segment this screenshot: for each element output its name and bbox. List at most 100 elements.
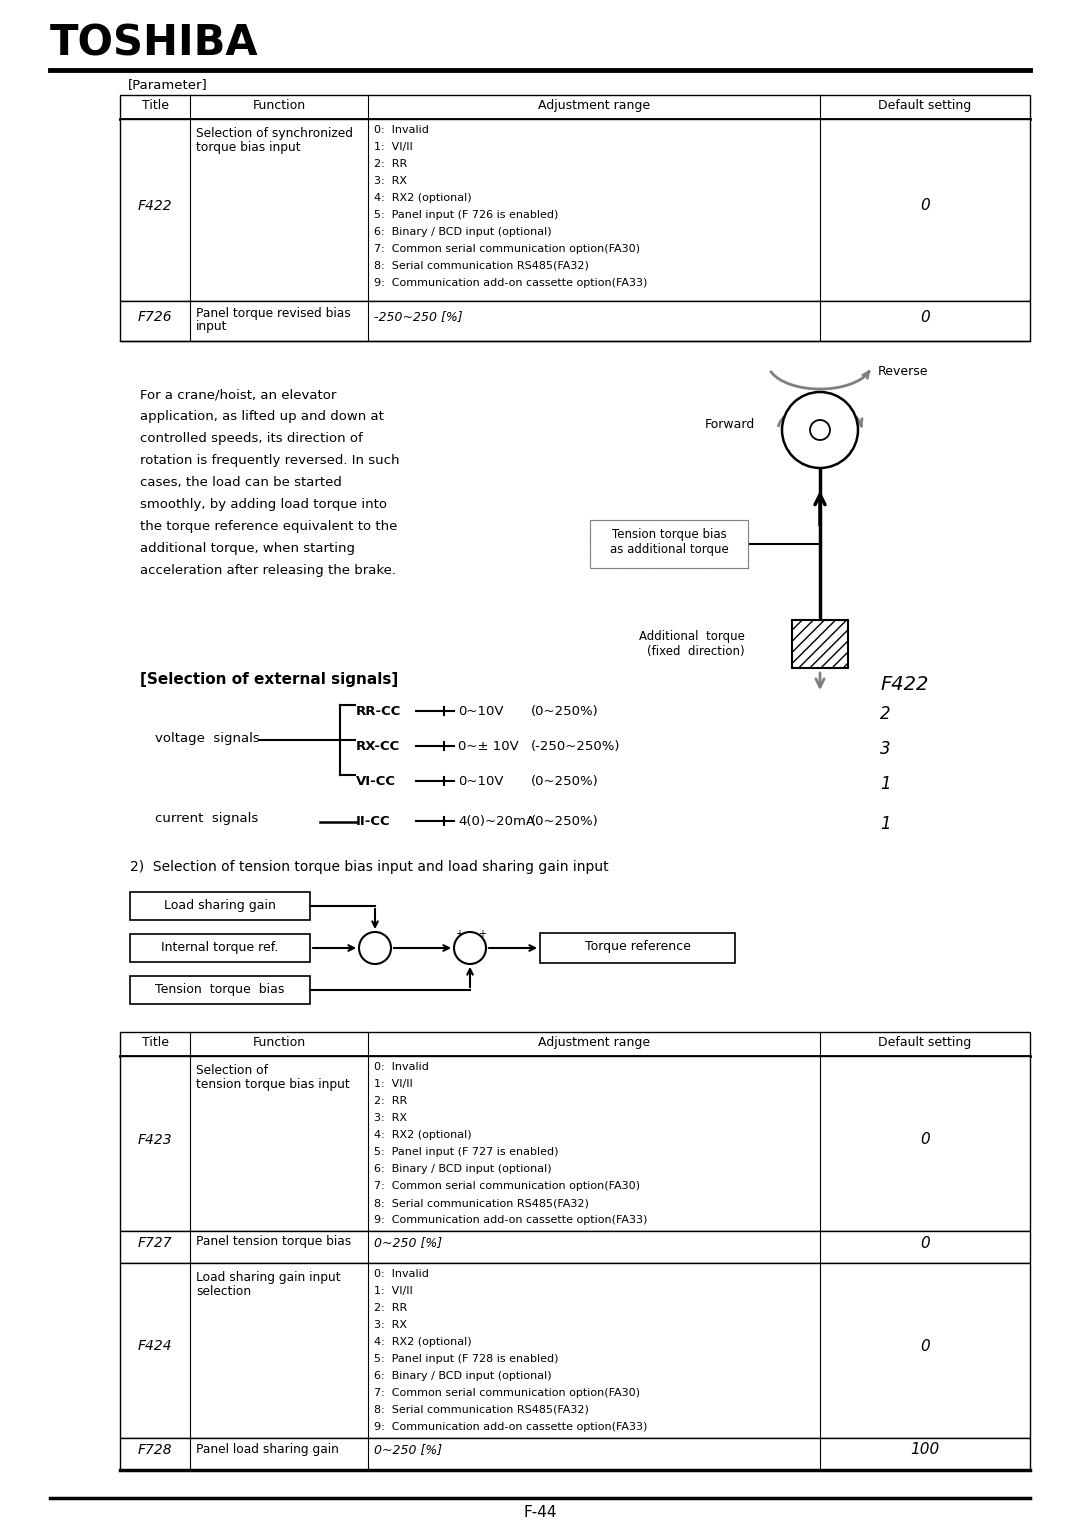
Text: 7:  Common serial communication option(FA30): 7: Common serial communication option(FA…	[374, 1388, 640, 1399]
Text: Function: Function	[253, 1035, 306, 1049]
Circle shape	[782, 392, 858, 467]
Text: 4:  RX2 (optional): 4: RX2 (optional)	[374, 192, 472, 203]
Text: (0~250%): (0~250%)	[531, 776, 598, 788]
Text: acceleration after releasing the brake.: acceleration after releasing the brake.	[140, 563, 396, 577]
Bar	[120, 1057, 1030, 1231]
Text: tension torque bias input: tension torque bias input	[195, 1078, 350, 1090]
Bar	[540, 933, 735, 964]
Text: -250~250 [%]: -250~250 [%]	[374, 310, 462, 324]
Text: (0~250%): (0~250%)	[531, 815, 598, 828]
Bar	[120, 119, 1030, 301]
Text: 100: 100	[910, 1443, 940, 1457]
Bar	[130, 935, 310, 962]
Text: 6:  Binary / BCD input (optional): 6: Binary / BCD input (optional)	[374, 228, 552, 237]
Text: F422: F422	[880, 675, 929, 693]
Text: 6:  Binary / BCD input (optional): 6: Binary / BCD input (optional)	[374, 1371, 552, 1380]
Text: +: +	[455, 928, 463, 939]
Text: F422: F422	[137, 199, 173, 212]
Text: 0:  Invalid: 0: Invalid	[374, 125, 429, 134]
Text: Panel torque revised bias: Panel torque revised bias	[195, 307, 351, 321]
Text: Tension  torque  bias: Tension torque bias	[156, 983, 285, 996]
Text: 2:  RR: 2: RR	[374, 1096, 407, 1106]
Text: Title: Title	[141, 1035, 168, 1049]
Text: F424: F424	[137, 1339, 173, 1353]
Text: Selection of synchronized: Selection of synchronized	[195, 127, 353, 140]
Text: 3: 3	[880, 741, 891, 757]
Text: Forward: Forward	[705, 418, 755, 432]
Text: Additional  torque: Additional torque	[639, 631, 745, 643]
Text: 8:  Serial communication RS485(FA32): 8: Serial communication RS485(FA32)	[374, 1405, 589, 1416]
Text: 3:  RX: 3: RX	[374, 1113, 407, 1122]
Text: 3:  RX: 3: RX	[374, 1319, 407, 1330]
Text: Adjustment range: Adjustment range	[538, 1035, 650, 1049]
Text: Load sharing gain input: Load sharing gain input	[195, 1270, 340, 1284]
Text: Load sharing gain: Load sharing gain	[164, 899, 275, 912]
Text: Default setting: Default setting	[878, 1035, 972, 1049]
Text: 9:  Communication add-on cassette option(FA33): 9: Communication add-on cassette option(…	[374, 1215, 647, 1225]
Text: selection: selection	[195, 1286, 252, 1298]
Circle shape	[359, 931, 391, 964]
Text: RR-CC: RR-CC	[356, 705, 402, 718]
Bar	[120, 95, 1030, 119]
Text: (-250~250%): (-250~250%)	[531, 741, 621, 753]
Text: 2:  RR: 2: RR	[374, 1303, 407, 1313]
Text: TOSHIBA: TOSHIBA	[50, 21, 258, 64]
Text: Function: Function	[253, 99, 306, 111]
Text: smoothly, by adding load torque into: smoothly, by adding load torque into	[140, 498, 387, 512]
Text: +: +	[462, 938, 477, 954]
Text: 0~10V: 0~10V	[458, 776, 503, 788]
Text: 4:  RX2 (optional): 4: RX2 (optional)	[374, 1338, 472, 1347]
Text: Internal torque ref.: Internal torque ref.	[161, 941, 279, 954]
Text: (0~250%): (0~250%)	[531, 705, 598, 718]
Bar	[590, 521, 748, 568]
Text: additional torque, when starting: additional torque, when starting	[140, 542, 355, 554]
Text: controlled speeds, its direction of: controlled speeds, its direction of	[140, 432, 363, 444]
Text: current  signals: current signals	[156, 812, 258, 825]
Text: Adjustment range: Adjustment range	[538, 99, 650, 111]
Text: 4(0)~20mA: 4(0)~20mA	[458, 815, 535, 828]
Bar	[590, 521, 748, 568]
Text: F-44: F-44	[523, 1506, 557, 1519]
Text: Panel load sharing gain: Panel load sharing gain	[195, 1443, 339, 1455]
Text: (fixed  direction): (fixed direction)	[647, 644, 745, 658]
Text: For a crane/hoist, an elevator: For a crane/hoist, an elevator	[140, 388, 336, 402]
Text: 1:  VI/II: 1: VI/II	[374, 1286, 413, 1296]
Bar	[120, 1438, 1030, 1471]
Text: 7:  Common serial communication option(FA30): 7: Common serial communication option(FA…	[374, 244, 640, 253]
Text: 0~250 [%]: 0~250 [%]	[374, 1443, 442, 1457]
Text: F726: F726	[137, 310, 173, 324]
Text: as additional torque: as additional torque	[609, 544, 728, 556]
Text: 0: 0	[920, 1132, 930, 1147]
Text: 1: 1	[880, 776, 891, 793]
Text: 0~± 10V: 0~± 10V	[458, 741, 518, 753]
Text: 6:  Binary / BCD input (optional): 6: Binary / BCD input (optional)	[374, 1164, 552, 1174]
Text: Tension torque bias: Tension torque bias	[611, 528, 727, 541]
Text: Default setting: Default setting	[878, 99, 972, 111]
Text: application, as lifted up and down at: application, as lifted up and down at	[140, 411, 383, 423]
Text: 2)  Selection of tension torque bias input and load sharing gain input: 2) Selection of tension torque bias inpu…	[130, 860, 609, 873]
Text: 8:  Serial communication RS485(FA32): 8: Serial communication RS485(FA32)	[374, 1199, 589, 1208]
Text: +: +	[478, 928, 486, 939]
Text: torque bias input: torque bias input	[195, 140, 300, 154]
Text: 0~10V: 0~10V	[458, 705, 503, 718]
Bar	[130, 892, 310, 919]
Text: 9:  Communication add-on cassette option(FA33): 9: Communication add-on cassette option(…	[374, 1422, 647, 1432]
Text: F423: F423	[137, 1133, 173, 1147]
Text: 0: 0	[920, 1235, 930, 1251]
Text: 0: 0	[920, 310, 930, 325]
Text: Reverse: Reverse	[878, 365, 929, 379]
Text: 7:  Common serial communication option(FA30): 7: Common serial communication option(FA…	[374, 1180, 640, 1191]
Text: 0: 0	[920, 1339, 930, 1354]
Bar	[120, 301, 1030, 341]
Text: Torque reference: Torque reference	[584, 941, 690, 953]
Bar	[120, 1032, 1030, 1057]
Text: ×: ×	[368, 939, 381, 954]
Text: 9:  Communication add-on cassette option(FA33): 9: Communication add-on cassette option(…	[374, 278, 647, 289]
Text: F727: F727	[137, 1235, 173, 1251]
Text: Selection of: Selection of	[195, 1064, 268, 1077]
Bar	[120, 1263, 1030, 1438]
Text: 2:  RR: 2: RR	[374, 159, 407, 169]
Text: 0:  Invalid: 0: Invalid	[374, 1269, 429, 1280]
Text: 0:  Invalid: 0: Invalid	[374, 1061, 429, 1072]
Text: 1:  VI/II: 1: VI/II	[374, 142, 413, 153]
